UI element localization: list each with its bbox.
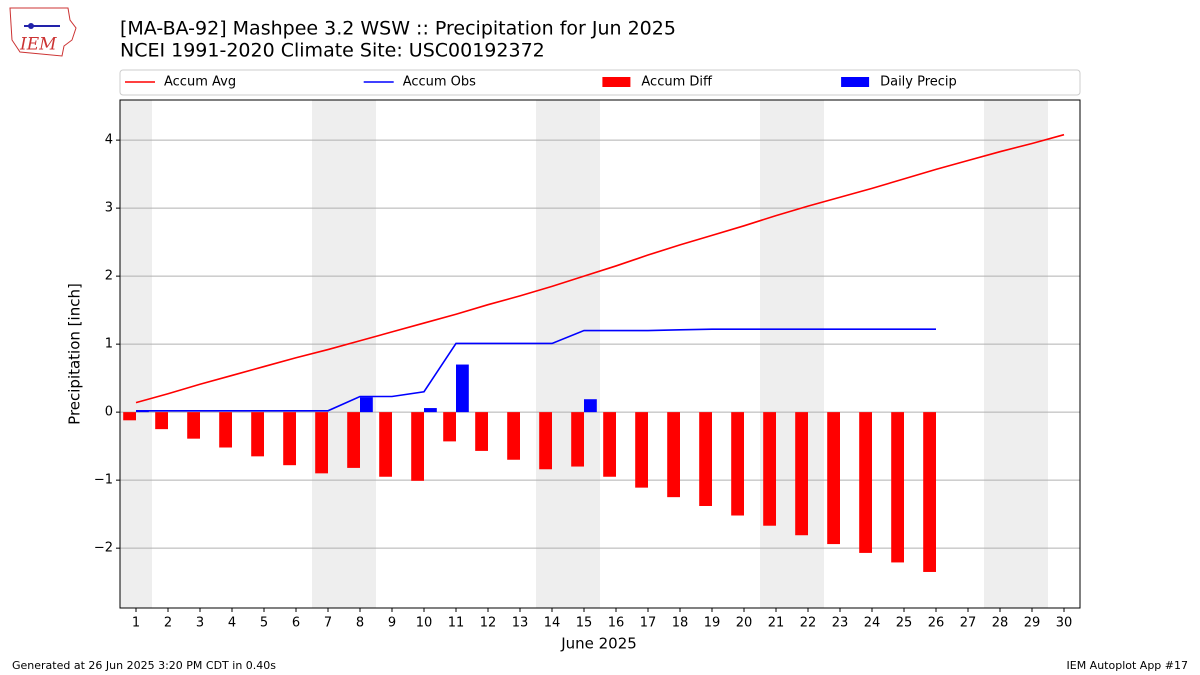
bar	[187, 412, 200, 439]
legend: Accum Avg Accum Obs Accum Diff Daily Precip	[119, 69, 1081, 96]
bar	[507, 412, 520, 460]
x-tick-label: 23	[832, 616, 849, 631]
x-tick-label: 1	[132, 616, 140, 631]
y-tick-label: −2	[94, 541, 113, 556]
x-tick-label: 15	[576, 616, 593, 631]
x-tick-label: 20	[736, 616, 753, 631]
y-tick-label: 1	[105, 337, 113, 352]
x-tick-label: 11	[448, 616, 465, 631]
x-tick-label: 24	[864, 616, 881, 631]
legend-label: Accum Diff	[641, 75, 713, 90]
legend-swatch	[841, 77, 870, 87]
x-tick-label: 17	[640, 616, 657, 631]
x-tick-label: 29	[1024, 616, 1041, 631]
footer-left: Generated at 26 Jun 2025 3:20 PM CDT in …	[12, 659, 276, 672]
bar	[571, 412, 584, 467]
bar	[584, 399, 597, 413]
x-tick-label: 19	[704, 616, 721, 631]
x-tick-label: 26	[928, 616, 945, 631]
bar	[539, 412, 552, 470]
weekend-shade	[984, 100, 1048, 608]
y-tick-label: 2	[105, 269, 113, 284]
bar	[603, 412, 616, 477]
x-tick-label: 5	[260, 616, 268, 631]
y-tick-label: 3	[105, 201, 113, 216]
x-tick-label: 30	[1056, 616, 1073, 631]
weekend-shade	[536, 100, 600, 608]
x-tick-label: 13	[512, 616, 529, 631]
x-tick-label: 2	[164, 616, 172, 631]
x-tick-label: 7	[324, 616, 332, 631]
legend-label: Accum Avg	[164, 75, 236, 90]
logo-text: IEM	[19, 35, 57, 55]
x-tick-label: 6	[292, 616, 300, 631]
legend-swatch	[602, 77, 631, 87]
bar	[283, 412, 296, 466]
chart-title: [MA-BA-92] Mashpee 3.2 WSW :: Precipitat…	[120, 18, 676, 40]
bar	[923, 412, 936, 572]
line	[135, 133, 1065, 404]
chart-subtitle: NCEI 1991-2020 Climate Site: USC00192372	[120, 40, 545, 62]
bar	[635, 412, 648, 488]
weekend-shade	[312, 100, 376, 608]
x-tick-label: 18	[672, 616, 689, 631]
x-axis-label: June 2025	[560, 635, 637, 653]
plot-frame	[119, 99, 1081, 609]
bar	[891, 412, 904, 563]
bar	[219, 412, 232, 448]
bar	[795, 412, 808, 536]
bar	[411, 412, 424, 481]
bar	[827, 412, 840, 545]
x-tick-label: 10	[416, 616, 433, 631]
x-tick-label: 21	[768, 616, 785, 631]
y-tick-label: 0	[105, 405, 113, 420]
x-tick-label: 12	[480, 616, 497, 631]
weekend-shade	[120, 100, 152, 608]
bar	[315, 412, 328, 474]
x-tick-label: 9	[388, 616, 396, 631]
bar	[155, 412, 168, 430]
x-tick-label: 22	[800, 616, 817, 631]
legend-box	[119, 69, 1081, 96]
bar	[123, 412, 136, 421]
x-tick-label: 4	[228, 616, 236, 631]
bar	[424, 408, 437, 413]
x-tick-label: 25	[896, 616, 913, 631]
footer-right: IEM Autoplot App #17	[1067, 659, 1189, 672]
y-axis-label: Precipitation [inch]	[66, 283, 84, 425]
logo-outline	[9, 7, 77, 57]
bar	[667, 412, 680, 498]
y-tick-label: 4	[105, 133, 113, 148]
weekend-shade	[760, 100, 824, 608]
x-tick-label: 14	[544, 616, 561, 631]
x-tick-label: 8	[356, 616, 364, 631]
bar	[859, 412, 872, 553]
x-tick-label: 3	[196, 616, 204, 631]
logo-icon	[28, 23, 34, 29]
logo: IEM	[9, 7, 77, 57]
legend-label: Daily Precip	[880, 75, 957, 90]
bar	[347, 412, 360, 468]
legend-label: Accum Obs	[403, 75, 476, 90]
x-tick-label: 16	[608, 616, 625, 631]
y-tick-label: −1	[94, 473, 113, 488]
x-tick-label: 27	[960, 616, 977, 631]
bar	[699, 412, 712, 506]
bar	[475, 412, 488, 451]
bar	[443, 412, 456, 442]
line	[136, 328, 936, 412]
bar	[251, 412, 264, 457]
bar	[379, 412, 392, 477]
bar	[456, 364, 469, 413]
x-tick-label: 28	[992, 616, 1009, 631]
bar	[731, 412, 744, 516]
bar	[763, 412, 776, 526]
bar	[360, 397, 373, 413]
